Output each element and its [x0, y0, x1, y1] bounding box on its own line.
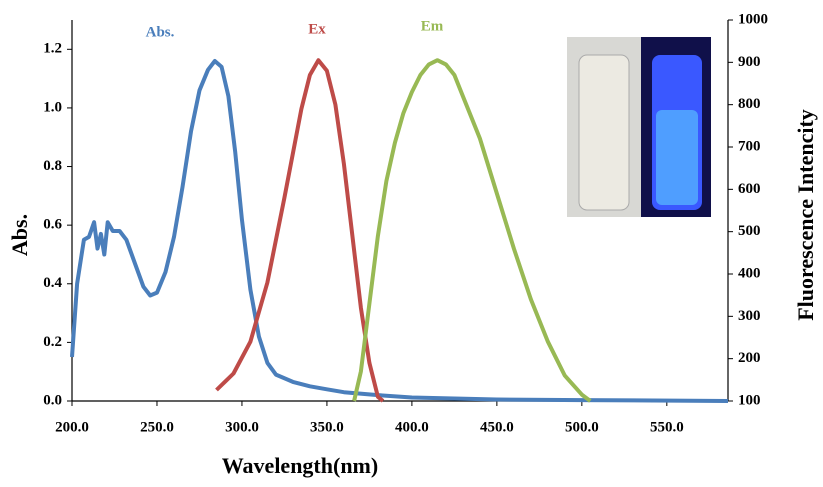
x-tick-label: 400.0 — [395, 419, 429, 435]
y-tick-label: 0.6 — [43, 217, 62, 233]
y2-tick-label: 500 — [738, 223, 761, 239]
y2-tick-label: 800 — [738, 96, 761, 112]
y2-tick-label: 200 — [738, 350, 761, 366]
x-axis-title: Wavelength(nm) — [222, 453, 378, 478]
y-tick-label: 0.0 — [43, 392, 62, 408]
y2-tick-label: 1000 — [738, 11, 768, 27]
x-tick-label: 350.0 — [310, 419, 344, 435]
series-label: Ex — [308, 21, 326, 37]
y2-tick-label: 400 — [738, 265, 761, 281]
y-tick-label: 1.2 — [43, 41, 62, 57]
series-label: Abs. — [146, 24, 175, 40]
y2-tick-label: 900 — [738, 54, 761, 70]
y-axis-title: Abs. — [7, 214, 32, 256]
y2-axis-title: Fluorescence Intencity — [793, 109, 818, 321]
y2-tick-label: 100 — [738, 392, 761, 408]
x-tick-label: 500.0 — [565, 419, 599, 435]
y2-tick-label: 600 — [738, 181, 761, 197]
y2-tick-label: 300 — [738, 308, 761, 324]
y-tick-label: 0.4 — [43, 275, 62, 291]
inset-photo — [567, 37, 711, 217]
y-tick-label: 0.2 — [43, 334, 62, 350]
series-line — [70, 59, 729, 403]
x-tick-label: 450.0 — [480, 419, 514, 435]
y-tick-label: 1.0 — [43, 99, 62, 115]
y-tick-label: 0.8 — [43, 158, 62, 174]
x-tick-label: 550.0 — [650, 419, 684, 435]
series-line — [352, 58, 592, 403]
series-label: Em — [421, 18, 444, 34]
x-tick-label: 200.0 — [55, 419, 89, 435]
y2-tick-label: 700 — [738, 138, 761, 154]
x-tick-label: 300.0 — [225, 419, 259, 435]
x-tick-label: 250.0 — [140, 419, 174, 435]
